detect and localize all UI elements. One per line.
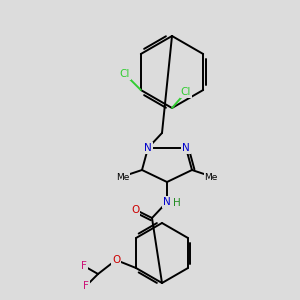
Text: Me: Me bbox=[204, 172, 218, 182]
Text: H: H bbox=[173, 198, 181, 208]
Text: O: O bbox=[131, 205, 139, 215]
Text: F: F bbox=[81, 261, 87, 271]
Text: O: O bbox=[112, 255, 120, 265]
Text: Cl: Cl bbox=[181, 87, 191, 97]
Text: Me: Me bbox=[116, 172, 130, 182]
Text: N: N bbox=[144, 143, 152, 153]
Text: N: N bbox=[163, 197, 171, 207]
Text: Cl: Cl bbox=[120, 69, 130, 79]
Text: F: F bbox=[83, 281, 89, 291]
Text: N: N bbox=[182, 143, 190, 153]
